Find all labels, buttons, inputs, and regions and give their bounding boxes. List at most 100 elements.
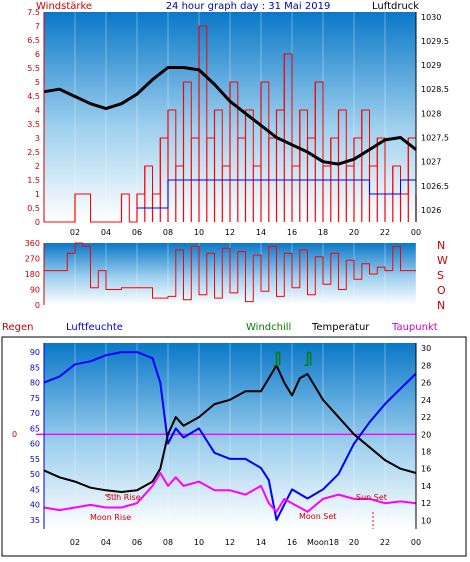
x-tick-label: 08 [163,538,173,547]
panel-temp-x-axis-ticks: 02 04 06 08 10 12 14 16 Moon18 20 22 00 [70,538,421,547]
direction-y-tick: 90 [30,286,40,295]
wind-y-tick: 5.5 [27,64,40,73]
x-tick-label: 20 [349,228,359,237]
compass-letter: N [437,299,445,312]
compass-letter: S [437,269,444,282]
panel-wind-x-axis-ticks: 02 04 06 08 10 12 14 16 18 20 22 00 [70,228,421,237]
sun-set-annotation: Sun Set [356,493,387,502]
humidity-y-tick: 50 [30,470,40,479]
windchill-line-1 [273,351,281,367]
wind-direction-series [44,242,416,303]
temperature-y-tick: 28 [421,361,431,370]
panel-direction-grid [74,243,417,305]
pressure-y-tick: 1027.5 [421,134,449,143]
direction-y-tick: 360 [25,239,40,248]
x-tick-label: 22 [380,538,390,547]
wind-y-tick: 0.5 [27,204,40,213]
rain-axis-zero: 0 [12,430,17,439]
temperature-series [43,364,417,493]
direction-y-tick: 270 [25,255,40,264]
wind-y-axis-ticks: 0 0.5 1 1.5 2 2.5 3 3.5 4 4.5 5 5.5 6 6.5 7 7.5 [27,8,40,227]
x-tick-label: 16 [287,228,297,237]
x-tick-label: 06 [132,538,142,547]
humidity-y-tick: 65 [30,424,40,433]
pressure-y-tick: 1028 [421,109,441,118]
direction-y-axis-ticks: 0 90 180 270 360 [25,239,40,310]
wind-y-tick: 1.5 [27,176,40,185]
legend-regen: Regen [2,322,34,333]
pressure-y-tick: 1026 [421,206,441,215]
x-tick-label: 12 [225,228,235,237]
chart-title: 24 hour graph day : 31 Mai 2019 [166,1,331,12]
temperature-y-tick: 10 [421,516,431,525]
x-tick-label: 08 [163,228,173,237]
wind-y-tick: 3.5 [27,120,40,129]
wind-y-tick: 4 [35,106,40,115]
wind-y-tick: 1 [35,190,40,199]
panel-frame [1,336,467,557]
humidity-y-tick: 55 [30,455,40,464]
moon-rise-annotation: Moon Rise [90,513,131,522]
wind-y-tick: 2.5 [27,148,40,157]
humidity-series [43,351,417,521]
temperature-y-tick: 26 [421,379,431,388]
direction-y-tick: 180 [25,270,40,279]
temperature-y-tick: 30 [421,344,431,353]
pressure-series [43,66,417,166]
x-tick-label: 14 [256,538,266,547]
wind-y-tick: 6 [35,50,40,59]
x-tick-label: 18 [318,228,328,237]
x-tick-label: 06 [132,228,142,237]
temperature-y-tick: 14 [421,482,431,491]
compass-letter: N [437,239,445,252]
x-tick-label: 00 [411,538,421,547]
humidity-y-tick: 35 [30,516,40,525]
pressure-y-tick: 1030 [421,13,441,22]
x-tick-label: 04 [101,538,111,547]
x-tick-label: 10 [194,538,204,547]
wind-y-tick: 3 [35,134,40,143]
wind-y-tick: 7 [35,22,40,31]
legend-windchill: Windchill [246,322,291,333]
humidity-y-tick: 60 [30,440,40,449]
temperature-y-tick: 24 [421,396,431,405]
x-tick-label: 10 [194,228,204,237]
x-tick-label: 02 [70,228,80,237]
wind-direction-line [44,242,416,303]
sun-rise-annotation: Sun Rise [106,493,141,502]
windchill-series [273,351,312,367]
wind-y-tick: 5 [35,78,40,87]
x-tick-label: 04 [101,228,111,237]
wind-y-tick: 7.5 [27,8,40,17]
wind-y-tick: 2 [35,162,40,171]
pressure-line [43,66,417,166]
humidity-y-tick: 75 [30,394,40,403]
x-tick-label: 00 [411,228,421,237]
x-tick-label: 02 [70,538,80,547]
x-tick-label: Moon18 [307,538,339,547]
wind-y-tick: 6.5 [27,36,40,45]
x-tick-label: 14 [256,228,266,237]
moon-set-annotation: Moon Set [299,512,336,521]
x-tick-label: 12 [225,538,235,547]
humidity-y-tick: 70 [30,409,40,418]
legend-temperatur: Temperatur [311,322,370,333]
temperature-y-tick: 16 [421,465,431,474]
wind-y-tick: 4.5 [27,92,40,101]
wind-gust-series [137,179,417,209]
temperature-y-tick: 22 [421,413,431,422]
x-tick-label: 20 [349,538,359,547]
humidity-y-tick: 90 [30,348,40,357]
x-tick-label: 22 [380,228,390,237]
legend-luftfeuchte: Luftfeuchte [66,322,123,333]
pressure-y-axis-ticks: 1026 1026.5 1027 1027.5 1028 1028.5 1029 1029.5… [421,13,449,215]
wind-y-tick: 0 [35,218,40,227]
temperature-y-axis-ticks: 10 12 14 16 18 20 22 24 26 28 30 [421,344,431,525]
pressure-y-tick: 1027 [421,158,441,167]
compass-letter: O [437,284,446,297]
temperature-y-tick: 18 [421,448,431,457]
windstaerke-label: Windstärke [36,1,92,12]
dewpoint-line [43,472,417,513]
dewpoint-series [43,472,417,513]
wind-gust-line [137,179,417,209]
